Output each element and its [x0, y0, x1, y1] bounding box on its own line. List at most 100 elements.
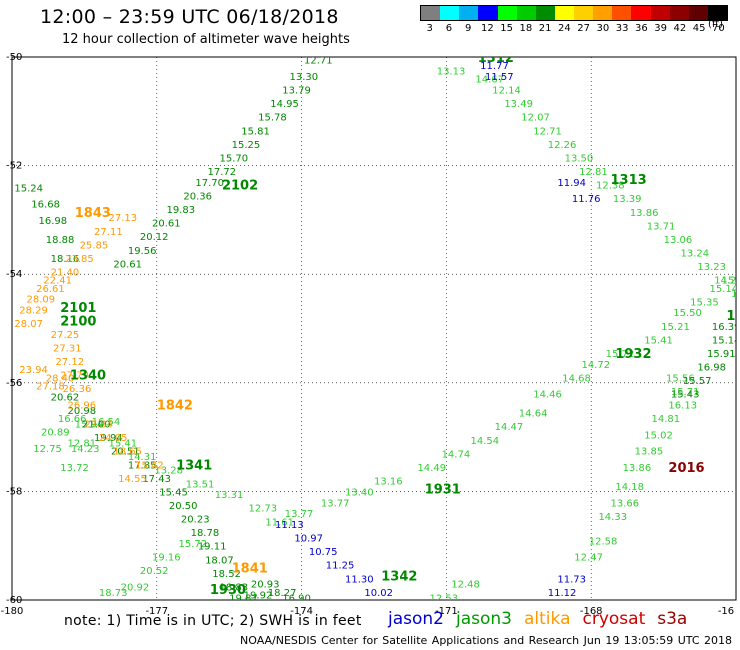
wave-height-value: 14.78 [731, 289, 740, 300]
wave-height-value: 15.72 [179, 539, 208, 550]
wave-height-value: 19.16 [152, 553, 181, 564]
wave-height-value: 20.23 [181, 515, 210, 526]
y-tick-label: -56 [6, 378, 22, 389]
x-tick-label: -174 [290, 606, 313, 617]
wave-height-value: 26.96 [68, 401, 97, 412]
wave-height-value: 27.13 [109, 213, 138, 224]
color-swatch [669, 6, 689, 20]
wave-height-value: 13.23 [697, 262, 726, 273]
wave-height-value: 13.51 [186, 479, 215, 490]
wave-height-value: 20.51 [111, 447, 140, 458]
wave-height-value: 15.41 [644, 335, 673, 346]
color-scale-tick: 70 [712, 23, 725, 34]
color-swatch [554, 6, 574, 20]
wave-height-value: 14.23 [71, 444, 100, 455]
color-swatch [421, 6, 441, 20]
wave-height-value: 11.61 [265, 517, 294, 528]
wave-height-value: 15.70 [220, 153, 249, 164]
credit-line: NOAA/NESDIS Center for Satellite Applica… [240, 634, 733, 647]
wave-height-value: 11.73 [557, 574, 586, 585]
color-swatch [497, 6, 517, 20]
wave-height-value: 27.31 [53, 344, 82, 355]
wave-height-value: 27.25 [51, 330, 80, 341]
wave-height-value: 18.52 [212, 569, 241, 580]
pass-time-label: 1340 [70, 369, 106, 384]
wave-height-value: 20.89 [41, 428, 70, 439]
color-swatch [459, 6, 479, 20]
pass-time-label: 2102 [222, 179, 258, 194]
legend-item: altika [524, 609, 571, 629]
wave-height-value: 15.72 [606, 349, 635, 360]
wave-height-value: 14.55 [118, 474, 147, 485]
wave-height-value: 10.02 [364, 588, 393, 599]
wave-height-value: 17.72 [207, 167, 236, 178]
wave-height-value: 20.62 [51, 392, 80, 403]
wave-height-value: 18.27 [268, 588, 297, 599]
wave-height-value: 20.61 [152, 219, 181, 230]
wave-height-value: 15.43 [671, 390, 700, 401]
wave-height-value: 15.94 [75, 420, 104, 431]
wave-height-value: 16.13 [668, 401, 697, 412]
pass-time-label: 2016 [668, 461, 704, 476]
wave-height-value: 18.07 [205, 555, 234, 566]
wave-height-value: 15.14 [709, 284, 738, 295]
wave-height-value: 17.85 [128, 460, 157, 471]
wave-height-value: 15.45 [159, 487, 188, 498]
wave-height-value: 20.61 [113, 259, 142, 270]
wave-height-value: 16.54 [92, 417, 121, 428]
pass-time-label: 1341 [176, 458, 212, 473]
wave-height-value: 13.06 [664, 235, 693, 246]
wave-height-value: 20.52 [140, 566, 169, 577]
pass-time-label: 1932 [615, 347, 651, 362]
wave-height-value: 12.58 [589, 536, 618, 547]
wave-height-value: 16.90 [282, 593, 311, 604]
wave-height-value: 13.28 [154, 466, 183, 477]
wave-height-value: 11.77 [480, 61, 509, 72]
y-tick-label: -54 [6, 269, 22, 280]
x-tick-label: -180 [1, 606, 24, 617]
wave-height-value: 13.77 [321, 498, 350, 509]
wave-height-value: 14.74 [442, 449, 471, 460]
wave-height-value: 20.12 [140, 232, 169, 243]
x-tick-label: -16 [718, 606, 734, 617]
color-scale-tick: 18 [519, 23, 533, 34]
wave-height-value: 13.79 [282, 86, 311, 97]
wave-height-value: 13.72 [60, 463, 89, 474]
wave-height-value: 14.47 [495, 422, 524, 433]
satellite-legend: jason2 jason3 altika cryosat s3a [388, 609, 699, 629]
wave-height-value: 13.24 [680, 248, 709, 259]
pass-time-label: 1342 [381, 570, 417, 585]
wave-height-value: 15.25 [232, 140, 261, 151]
wave-height-value: 10.75 [309, 547, 338, 558]
wave-height-value: 11.94 [557, 178, 586, 189]
color-scale-tick: 45 [692, 23, 706, 34]
x-tick-label: -177 [145, 606, 168, 617]
wave-height-value: 25.85 [80, 240, 109, 251]
wave-height-value: 27.34 [84, 420, 113, 431]
wave-height-value: 11.13 [275, 520, 304, 531]
wave-height-value: 13.86 [630, 208, 659, 219]
legend-item: jason3 [456, 609, 512, 629]
wave-height-value: 15.57 [683, 376, 712, 387]
wave-height-value: 13.85 [635, 447, 664, 458]
wave-height-value: 14.33 [598, 512, 627, 523]
wave-height-value: 20.36 [183, 191, 212, 202]
color-swatch [650, 6, 670, 20]
wave-height-value: 12.71 [533, 126, 562, 137]
wave-height-value: 19.92 [244, 591, 273, 602]
color-swatch [535, 6, 555, 20]
wave-height-value: 18.16 [51, 254, 80, 265]
wave-height-value: 15.20 [722, 276, 740, 287]
color-swatch [612, 6, 632, 20]
pass-time-label: 1313 [611, 173, 647, 188]
color-scale: 3 6 9 12 15 18 21 24 27 30 33 36 39 42 45 70 [420, 5, 728, 35]
wave-height-value: 16.68 [31, 200, 60, 211]
wave-height-value: 12.38 [596, 181, 625, 192]
wave-height-value: 26.61 [36, 284, 65, 295]
wave-height-value: 12.81 [579, 167, 608, 178]
wave-height-value: 17.43 [142, 474, 171, 485]
y-tick-label: -58 [6, 486, 22, 497]
chart-title: 12:00 – 23:59 UTC 06/18/2018 [40, 6, 339, 28]
wave-height-value: 12.47 [574, 553, 603, 564]
plot-frame [11, 56, 737, 601]
